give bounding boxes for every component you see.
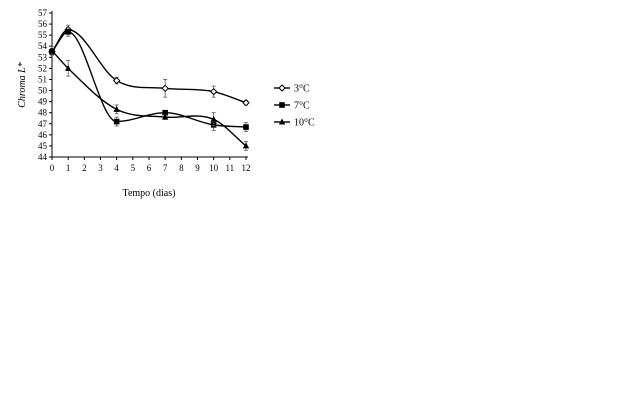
y-tick-label: 48: [38, 108, 48, 118]
series-1: [48, 24, 250, 107]
x-tick-label: 1: [66, 163, 71, 173]
data-point: [112, 76, 121, 85]
data-point: [48, 47, 56, 54]
data-point: [161, 113, 169, 120]
y-tick-label: 57: [38, 8, 48, 18]
y-tick-label: 47: [38, 119, 48, 129]
chart-axes: [51, 11, 248, 158]
y-tick-label: 52: [38, 63, 47, 73]
data-point: [243, 124, 249, 130]
data-point: [209, 87, 218, 96]
data-point: [113, 118, 120, 125]
x-tick-label: 0: [50, 163, 55, 173]
data-point: [242, 142, 250, 149]
legend: 3°C 7°C 10°C: [274, 84, 315, 129]
y-tick-label: 49: [38, 97, 48, 107]
x-tick-label: 12: [242, 163, 251, 173]
data-point: [65, 29, 71, 35]
x-tick-label: 5: [131, 163, 136, 173]
legend-label: 10°C: [294, 118, 315, 129]
series-3: [48, 45, 250, 151]
x-tick-label: 4: [114, 163, 119, 173]
x-axis-label: Tempo (dias): [123, 188, 176, 199]
y-tick-label: 56: [38, 19, 48, 29]
y-tick-label: 55: [38, 30, 48, 40]
legend-item: 3°C: [274, 84, 310, 95]
legend-marker: [278, 118, 286, 125]
y-tick-label: 44: [38, 152, 48, 162]
data-point: [210, 115, 217, 122]
legend-item: 7°C: [274, 101, 310, 112]
x-tick-label: 3: [98, 163, 103, 173]
x-tick-label: 10: [209, 163, 219, 173]
data-point: [162, 109, 168, 116]
series-layer: [48, 24, 250, 151]
x-tick-label: 8: [179, 163, 184, 173]
y-tick-label: 46: [38, 130, 48, 140]
data-point: [242, 99, 250, 107]
legend-marker: [279, 102, 285, 108]
y-tick-label: 51: [38, 74, 47, 84]
x-tick-label: 6: [147, 163, 152, 173]
series-line: [51, 50, 247, 147]
x-tick-label: 11: [225, 163, 234, 173]
y-axis-label: Chroma L*: [17, 62, 28, 107]
x-axis-ticks: 0 1 2 3 4 5 6 7 8 9 10 11 12: [50, 157, 251, 173]
x-tick-label: 9: [195, 163, 200, 173]
y-tick-label: 45: [38, 141, 48, 151]
data-point: [64, 64, 72, 71]
data-point: [161, 84, 169, 93]
data-point: [113, 105, 120, 112]
legend-label: 3°C: [294, 84, 310, 95]
y-tick-label: 53: [38, 52, 48, 62]
legend-marker: [278, 84, 286, 92]
y-tick-label: 50: [38, 86, 48, 96]
series-line: [51, 31, 247, 128]
legend-label: 7°C: [294, 101, 310, 112]
legend-item: 10°C: [274, 118, 315, 129]
y-tick-label: 54: [38, 41, 48, 51]
x-tick-label: 2: [82, 163, 87, 173]
x-tick-label: 7: [163, 163, 168, 173]
